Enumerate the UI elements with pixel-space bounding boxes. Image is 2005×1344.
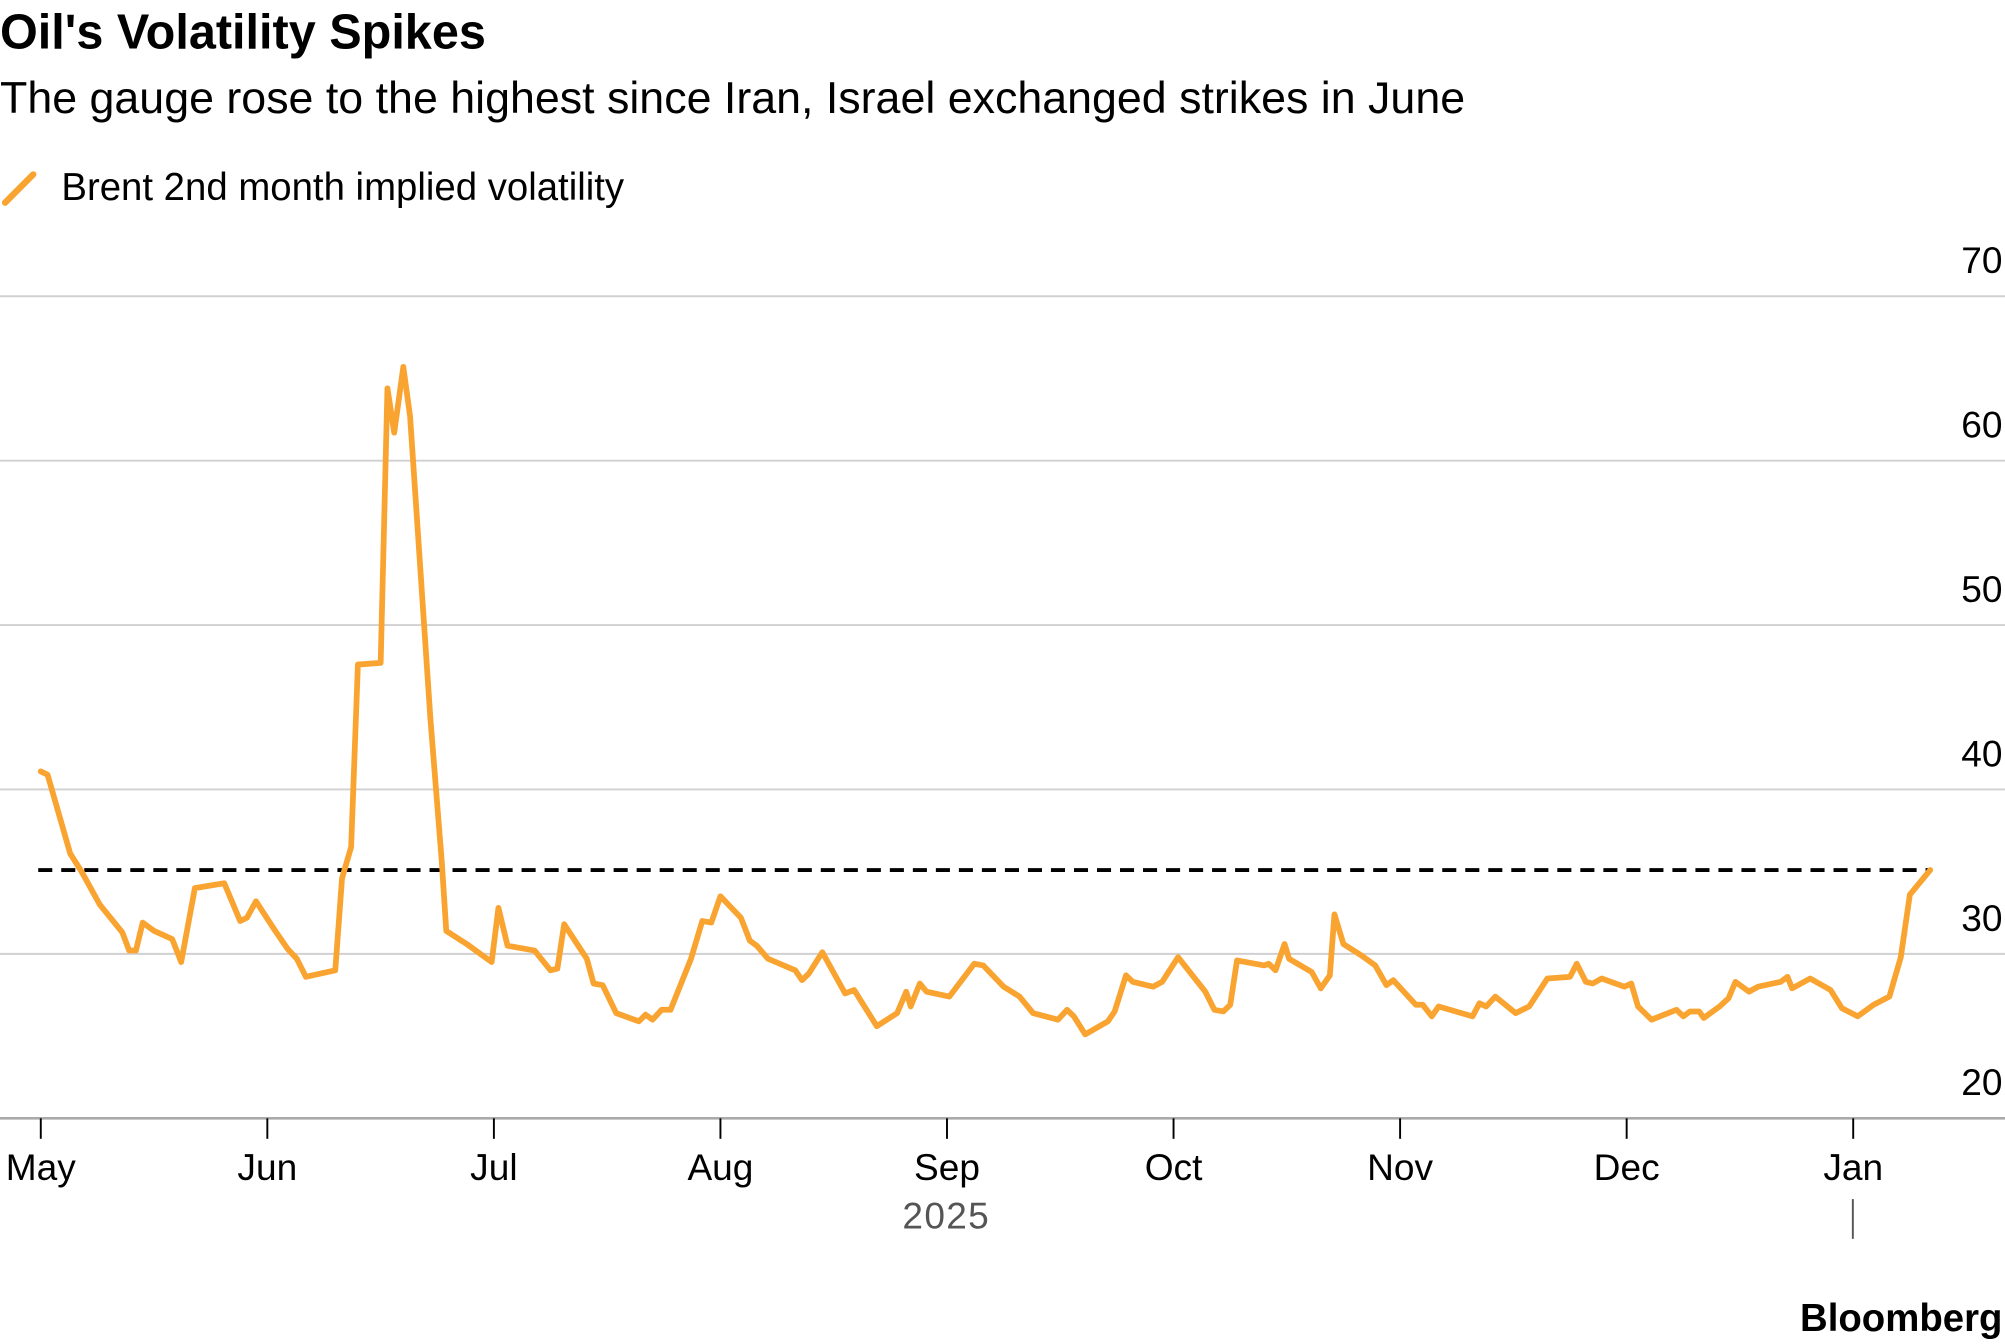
x-tick-label: Jun bbox=[237, 1146, 297, 1188]
y-tick-label: 70 bbox=[1961, 239, 2002, 281]
y-tick-label: 60 bbox=[1961, 404, 2002, 446]
source: Bloomberg bbox=[1800, 1297, 2002, 1340]
x-tick-label: Nov bbox=[1367, 1146, 1433, 1188]
chart-title: Oil's Volatility Spikes bbox=[0, 6, 486, 60]
x-tick-label: Dec bbox=[1594, 1146, 1660, 1188]
x-tick-label: Jan bbox=[1823, 1146, 1883, 1188]
data-line bbox=[37, 364, 1934, 1038]
y-tick-label: 30 bbox=[1961, 897, 2002, 939]
legend-label: Brent 2nd month implied volatility bbox=[61, 166, 625, 209]
y-tick-label: 40 bbox=[1961, 732, 2002, 774]
x-tick-label: May bbox=[6, 1146, 76, 1188]
x-tick-label: Jul bbox=[470, 1146, 517, 1188]
x-caption: 2025 bbox=[902, 1195, 990, 1237]
y-tick-label: 50 bbox=[1961, 568, 2002, 610]
legend-swatch bbox=[1, 171, 37, 206]
x-tick-label: Aug bbox=[687, 1146, 753, 1188]
x-tick-label: Oct bbox=[1145, 1146, 1203, 1188]
y-tick-label: 20 bbox=[1961, 1061, 2002, 1103]
chart-subtitle: The gauge rose to the highest since Iran… bbox=[0, 73, 1465, 123]
x-tick-label: Sep bbox=[914, 1146, 980, 1188]
